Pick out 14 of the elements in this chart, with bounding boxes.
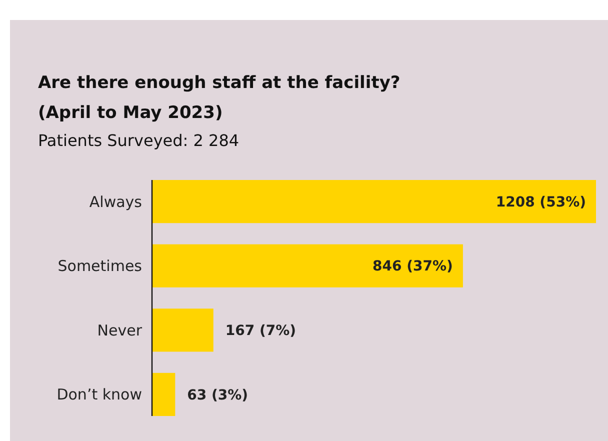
- bar: [152, 244, 463, 288]
- chart-subtitle: Patients Surveyed: 2 284: [38, 131, 240, 150]
- data-label: 1208 (53%): [496, 194, 586, 210]
- bar: [152, 180, 596, 224]
- data-label: 846 (37%): [372, 258, 453, 275]
- bar: [152, 372, 176, 416]
- y-tick-label: Don’t know: [56, 386, 142, 404]
- y-tick-label: Sometimes: [58, 257, 142, 276]
- y-tick-label: Always: [89, 192, 142, 211]
- bar: [152, 308, 214, 352]
- data-label: 63 (3%): [187, 387, 248, 404]
- chart-title: Are there enough staff at the facility? (April to May 2023): [38, 73, 400, 123]
- y-tick-label: Never: [97, 321, 143, 340]
- data-label: 167 (7%): [225, 323, 296, 340]
